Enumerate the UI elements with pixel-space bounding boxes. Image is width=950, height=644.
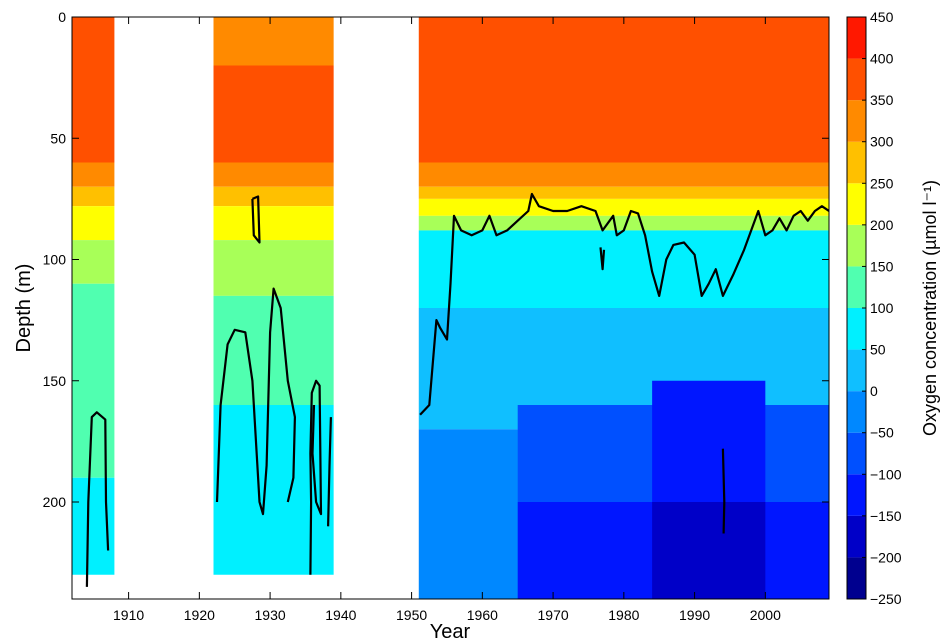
colorbar-tick-label: 150: [870, 258, 894, 274]
field-band-1-2: [213, 162, 334, 187]
x-tick-label: 1980: [608, 607, 639, 623]
colorbar-swatch-12: [847, 58, 866, 101]
y-tick-label: 150: [43, 373, 67, 389]
field-band-2-0: [418, 17, 829, 163]
colorbar-tick-label: 350: [870, 92, 894, 108]
colorbar-swatch-6: [847, 308, 866, 350]
colorbar-tick-label: −50: [870, 425, 894, 441]
field-band-1-4: [213, 206, 334, 241]
zero-contour-6: [599, 247, 606, 271]
x-axis: 1910 1920 1930 1940 1950 1960 1970 1980 1990 2000: [113, 17, 781, 623]
x-tick-label: 1910: [113, 607, 144, 623]
colorbar-tick-label: −200: [870, 549, 902, 565]
field-band-1-5: [213, 240, 334, 296]
plot-frame: [71, 16, 830, 600]
data-gap-1: [333, 17, 419, 599]
colorbar-swatch-10: [847, 141, 866, 184]
zero-contour-2: [251, 195, 261, 244]
colorbar-swatch-4: [847, 391, 866, 433]
colorbar-tick-label: −250: [870, 591, 902, 607]
data-gaps: [114, 17, 419, 599]
colorbar-swatch-0: [847, 557, 866, 599]
field-band-2-2: [418, 186, 829, 199]
field-band-0-5: [72, 240, 115, 284]
field-band-2-4: [418, 215, 829, 231]
colorbar-tick-label: 200: [870, 217, 894, 233]
y-axis: 0 50 100 150 200: [43, 9, 829, 510]
x-tick-label: 1960: [467, 607, 498, 623]
y-tick-label: 50: [50, 130, 66, 146]
field-band-0-1: [72, 65, 115, 163]
x-tick-label: 1970: [538, 607, 569, 623]
colorbar-tick-label: 300: [870, 134, 894, 150]
field-band-0-3: [72, 186, 115, 207]
x-tick-label: 1990: [679, 607, 710, 623]
colorbar-tick-label: 100: [870, 300, 894, 316]
field-band-1-0: [213, 17, 334, 66]
oxygen-field: [72, 17, 829, 599]
zero-contour-7: [721, 448, 726, 534]
colorbar-swatch-8: [847, 224, 866, 267]
zero-contour-3: [309, 379, 323, 575]
colorbar-swatch-3: [847, 432, 866, 475]
y-tick-label: 0: [58, 9, 66, 25]
field-band-1-1: [213, 65, 334, 163]
colorbar-swatch-13: [847, 17, 866, 59]
zero-contour-1: [215, 287, 296, 516]
field-band-2-5: [418, 230, 829, 308]
field-band-4-0: [652, 380, 766, 502]
y-tick-label: 100: [43, 252, 67, 268]
zero-contour-0: [85, 411, 110, 587]
colorbar-tick-label: −150: [870, 508, 902, 524]
field-band-2-1: [418, 162, 829, 187]
colorbar-tick-label: 250: [870, 175, 894, 191]
data-gap-0: [114, 17, 214, 599]
colorbar-tick-label: 0: [870, 383, 878, 399]
x-tick-label: 2000: [750, 607, 781, 623]
colorbar-tick-label: 400: [870, 51, 894, 67]
colorbar: 450 400 350 300 250 200 150 100 50 0 −50 −100 −150 −2…: [846, 9, 902, 607]
colorbar-swatch-5: [847, 349, 866, 392]
colorbar-swatch-11: [847, 100, 866, 142]
colorbar-tick-label: 450: [870, 9, 894, 25]
zero-contour-4: [327, 417, 332, 527]
field-band-2-3: [418, 198, 829, 216]
colorbar-label: Oxygen concentration (µmol l⁻¹): [920, 180, 940, 436]
field-band-0-6: [72, 283, 115, 478]
colorbar-swatch-9: [847, 183, 866, 225]
field-band-0-4: [72, 206, 115, 241]
x-tick-label: 1930: [255, 607, 286, 623]
y-axis-label: Depth (m): [13, 264, 35, 353]
zero-contour-lines: [85, 192, 829, 587]
x-tick-label: 1920: [184, 607, 215, 623]
y-tick-label: 200: [43, 494, 67, 510]
field-band-0-0: [72, 17, 115, 66]
colorbar-tick-label: 50: [870, 342, 886, 358]
colorbar-swatch-2: [847, 474, 866, 516]
colorbar-swatch-7: [847, 266, 866, 308]
field-band-1-6: [213, 295, 334, 405]
colorbar-swatch-1: [847, 515, 866, 558]
colorbar-tick-label: −100: [870, 466, 902, 482]
x-tick-label: 1950: [396, 607, 427, 623]
zero-contour-5: [419, 192, 829, 416]
field-band-0-2: [72, 162, 115, 187]
x-tick-label: 1940: [325, 607, 356, 623]
field-band-4-1: [652, 502, 766, 599]
x-axis-label: Year: [430, 621, 471, 643]
field-band-1-3: [213, 186, 334, 207]
